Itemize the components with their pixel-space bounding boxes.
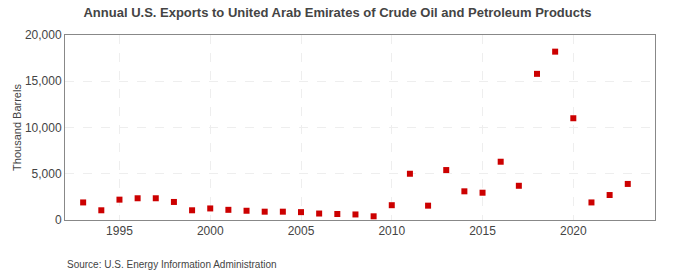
svg-text:Source: U.S. Energy Informatio: Source: U.S. Energy Information Administ… — [67, 259, 277, 270]
svg-text:0: 0 — [55, 213, 62, 227]
svg-text:Thousand Barrels: Thousand Barrels — [11, 84, 23, 171]
svg-text:Annual U.S. Exports to United: Annual U.S. Exports to United Arab Emira… — [83, 5, 591, 20]
svg-text:1995: 1995 — [106, 224, 133, 238]
svg-text:2000: 2000 — [197, 224, 224, 238]
svg-text:20,000: 20,000 — [25, 28, 62, 42]
svg-text:2005: 2005 — [288, 224, 315, 238]
svg-text:2010: 2010 — [378, 224, 405, 238]
svg-text:5,000: 5,000 — [32, 167, 62, 181]
svg-text:2015: 2015 — [469, 224, 496, 238]
svg-text:10,000: 10,000 — [25, 121, 62, 135]
svg-text:2020: 2020 — [560, 224, 587, 238]
svg-text:15,000: 15,000 — [25, 74, 62, 88]
